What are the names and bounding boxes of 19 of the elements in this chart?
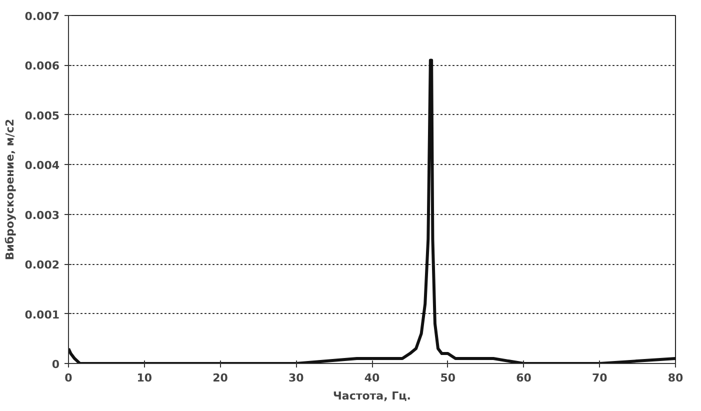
y-tick-label: 0.001 xyxy=(24,308,60,322)
x-tick-label: 60 xyxy=(516,372,532,384)
y-axis-title: Виброускорение, м/с2 xyxy=(4,118,17,260)
x-tick-label: 50 xyxy=(440,372,456,384)
x-tick-label: 40 xyxy=(364,372,380,384)
x-axis-title: Частота, Гц. xyxy=(333,390,411,402)
x-tick-label: 30 xyxy=(288,372,304,384)
x-tick-label: 0 xyxy=(64,372,73,384)
x-tick-label: 10 xyxy=(136,372,152,384)
x-tick-label: 20 xyxy=(212,372,228,384)
y-tick-label: 0.005 xyxy=(24,109,60,122)
y-tick-label: 0.002 xyxy=(24,258,60,272)
y-tick-label: 0 xyxy=(52,358,60,371)
y-tick-label: 0.006 xyxy=(24,60,60,73)
y-tick-label: 0.004 xyxy=(24,159,60,172)
y-tick-label: 0.003 xyxy=(24,208,60,222)
x-tick-label: 70 xyxy=(592,372,608,384)
y-tick-label: 0.007 xyxy=(24,10,60,23)
x-tick-label: 80 xyxy=(668,372,684,384)
